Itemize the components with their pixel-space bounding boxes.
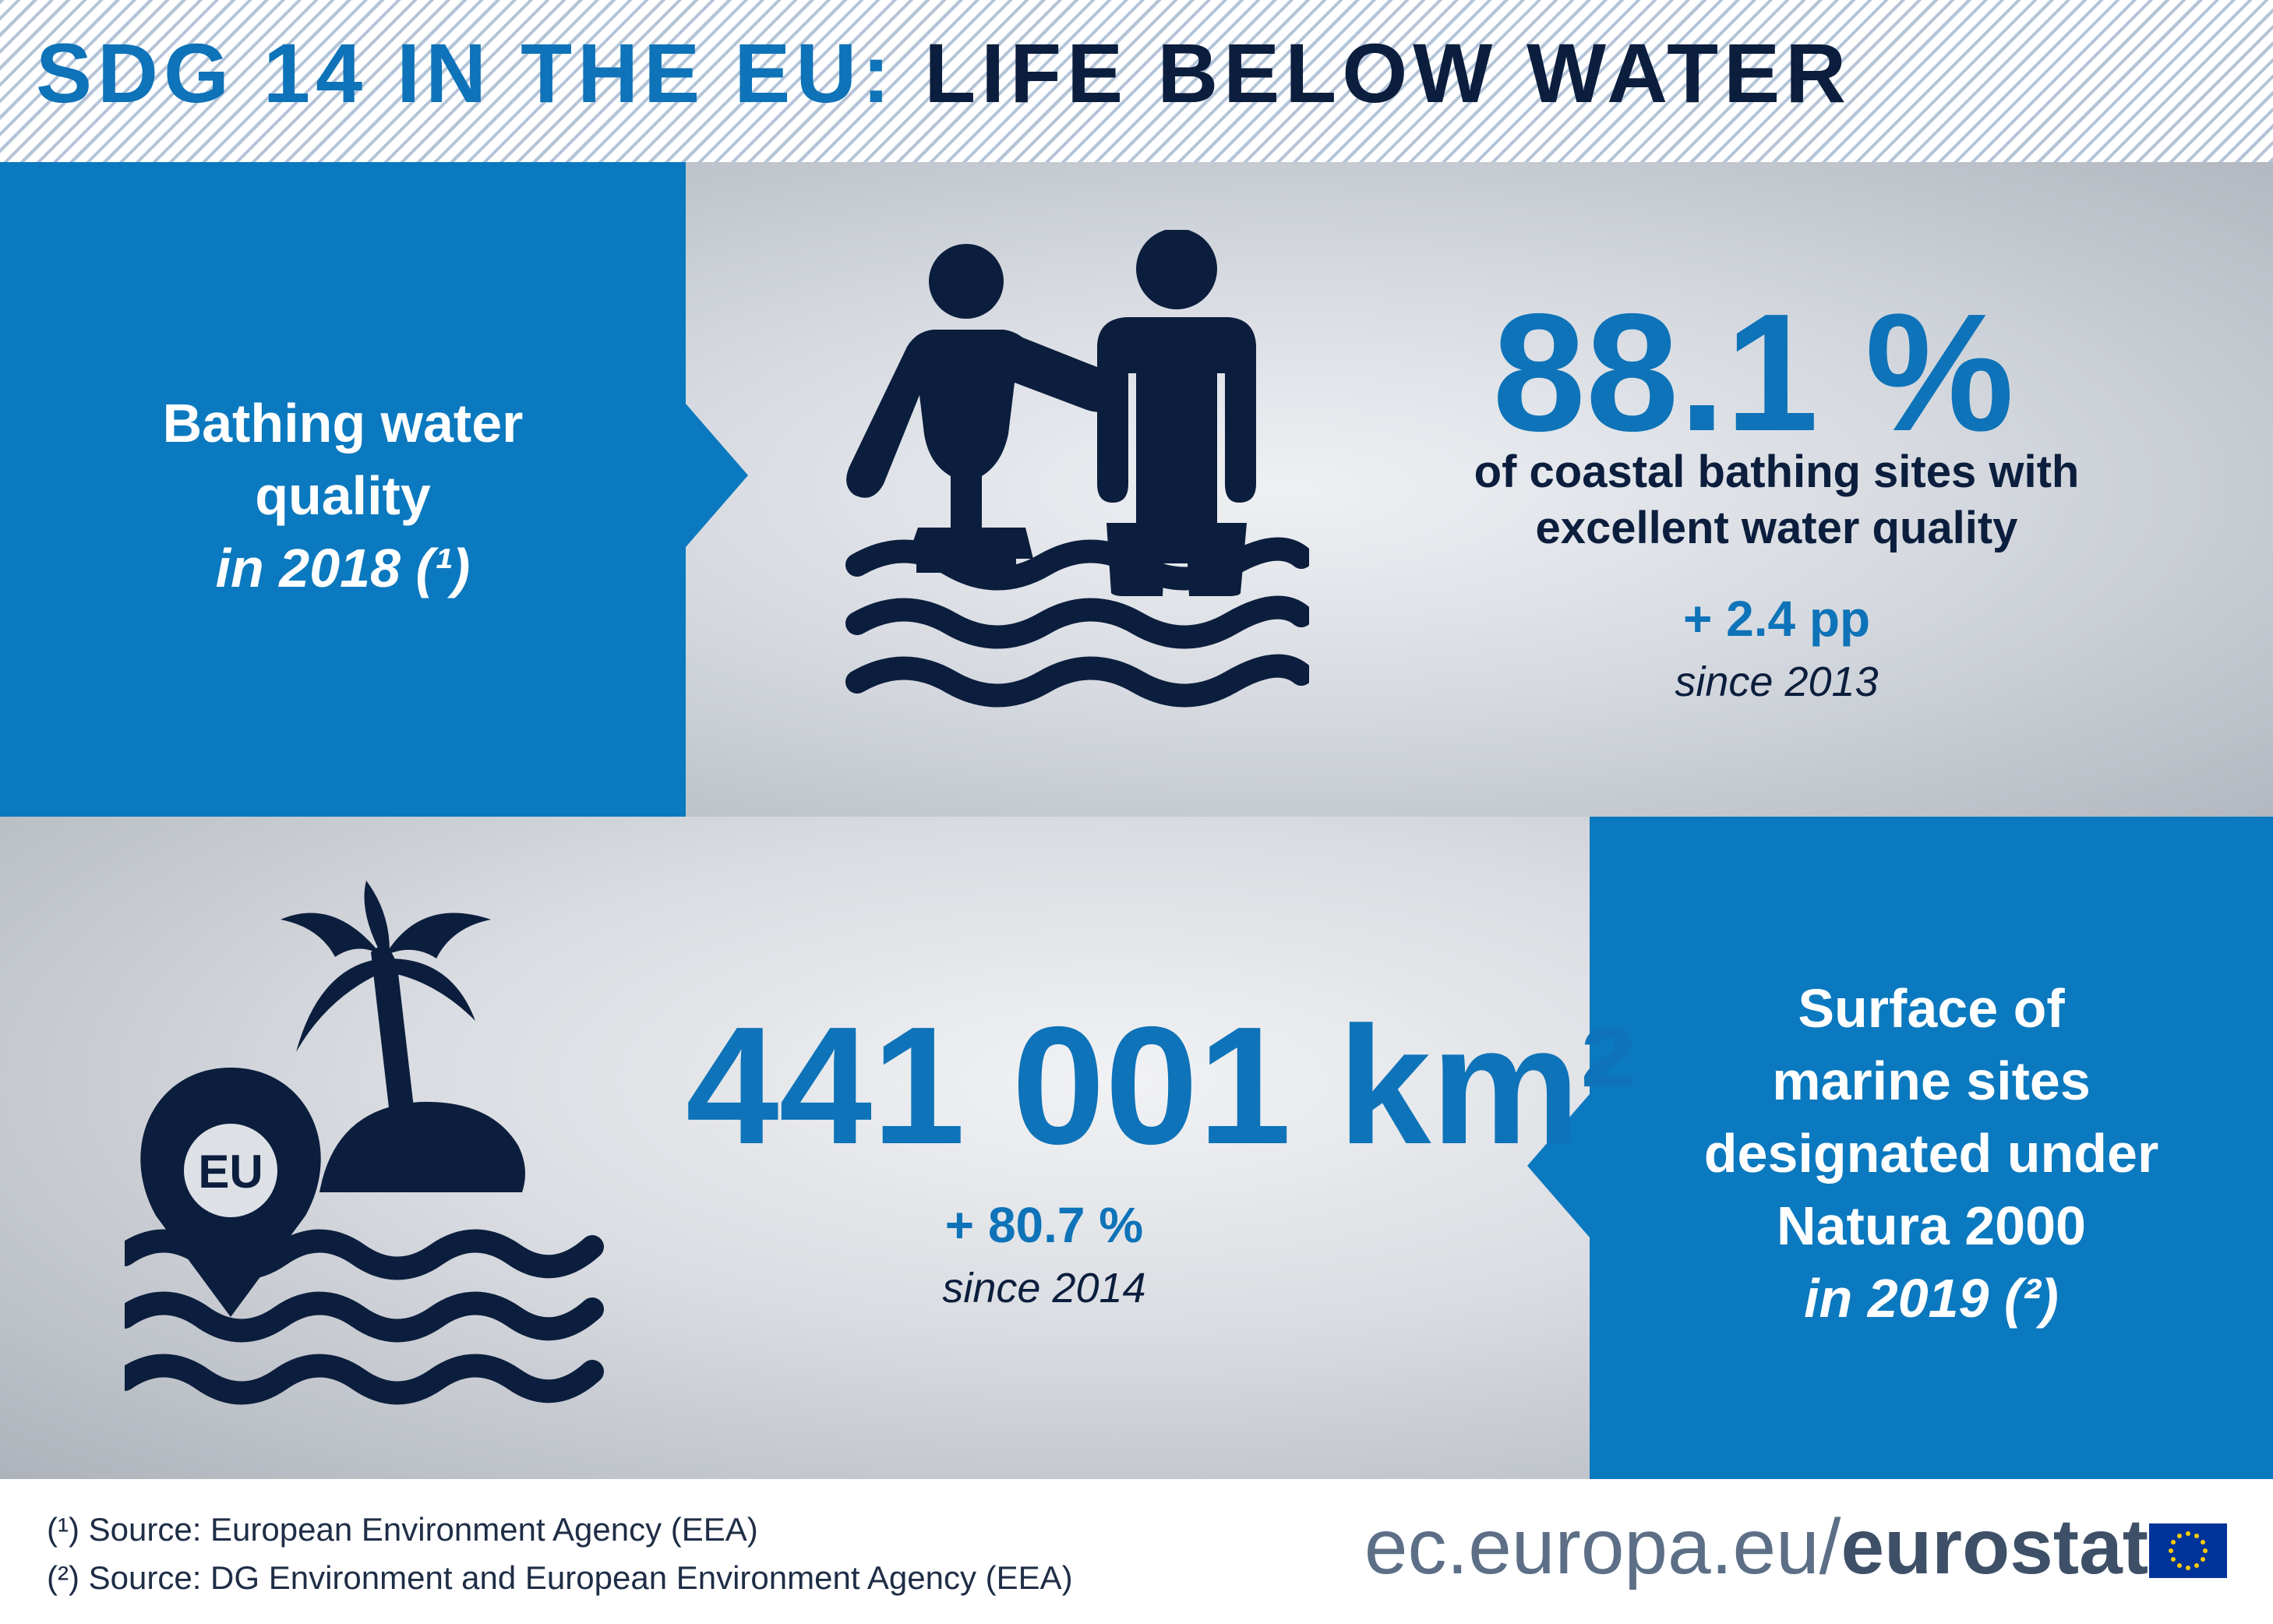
title-part-sdg: SDG 14 IN THE EU:	[36, 26, 896, 120]
marine-label-line1: Surface of	[1798, 978, 2065, 1039]
eu-flag-icon	[2149, 1523, 2227, 1578]
marine-label-line2: marine sites	[1772, 1050, 2091, 1111]
marine-since: since 2014	[942, 1265, 1146, 1312]
bathing-since: since 2013	[1675, 658, 1879, 705]
bathing-value: 88.1 %	[1492, 278, 2014, 466]
footnote-2: (²) Source: DG Environment and European …	[47, 1559, 1073, 1596]
bathing-label-panel	[0, 162, 686, 817]
title-part-topic: LIFE BELOW WATER	[924, 26, 1852, 120]
url-eurostat: eurostat	[1841, 1503, 2148, 1590]
marine-change: + 80.7 %	[944, 1197, 1144, 1253]
marine-label-line4: Natura 2000	[1777, 1195, 2086, 1256]
bathing-description-line1: of coastal bathing sites with	[1474, 447, 2080, 497]
bathing-label-line3: in 2018 (¹)	[215, 538, 471, 598]
bathing-people-icon	[845, 230, 1309, 708]
marine-label-line3: designated under	[1703, 1123, 2159, 1184]
bathing-label-line1: Bathing water	[162, 393, 524, 454]
header: SDG 14 IN THE EU: LIFE BELOW WATER	[0, 0, 2273, 162]
bathing-description: of coastal bathing sites with excellent …	[1364, 444, 2190, 556]
bathing-label-line2: quality	[255, 465, 431, 526]
marine-arrow	[1527, 1094, 1590, 1237]
bathing-change: + 2.4 pp	[1682, 591, 1871, 647]
bathing-description-line2: excellent water quality	[1535, 503, 2018, 553]
bathing-label: Bathing water quality in 2018 (¹)	[0, 387, 686, 605]
url-domain: ec.europa.eu/	[1364, 1503, 1841, 1590]
page-title: SDG 14 IN THE EU: LIFE BELOW WATER	[36, 31, 1851, 115]
footnote-1: (¹) Source: European Environment Agency …	[47, 1511, 758, 1548]
bathing-arrow	[686, 404, 748, 547]
marine-label-line5: in 2019 (²)	[1804, 1268, 2059, 1329]
island-location-icon: EU	[125, 881, 604, 1405]
marine-label: Surface of marine sites designated under…	[1590, 973, 2273, 1335]
pin-label: EU	[198, 1146, 263, 1198]
eurostat-link[interactable]: ec.europa.eu/eurostat	[1364, 1508, 2148, 1586]
marine-label-panel	[1590, 817, 2273, 1479]
marine-value: 441 001 km²	[686, 991, 1636, 1179]
